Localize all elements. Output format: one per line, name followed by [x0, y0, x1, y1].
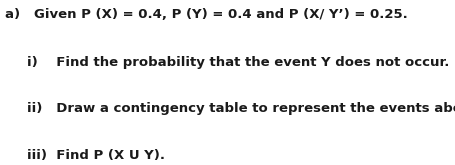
Text: a)   Given P (X) = 0.4, P (Y) = 0.4 and P (X/ Y’) = 0.25.: a) Given P (X) = 0.4, P (Y) = 0.4 and P … — [5, 8, 407, 21]
Text: ii)   Draw a contingency table to represent the events above.: ii) Draw a contingency table to represen… — [27, 102, 455, 115]
Text: iii)  Find P (X U Y).: iii) Find P (X U Y). — [27, 148, 165, 162]
Text: i)    Find the probability that the event Y does not occur.: i) Find the probability that the event Y… — [27, 56, 450, 69]
